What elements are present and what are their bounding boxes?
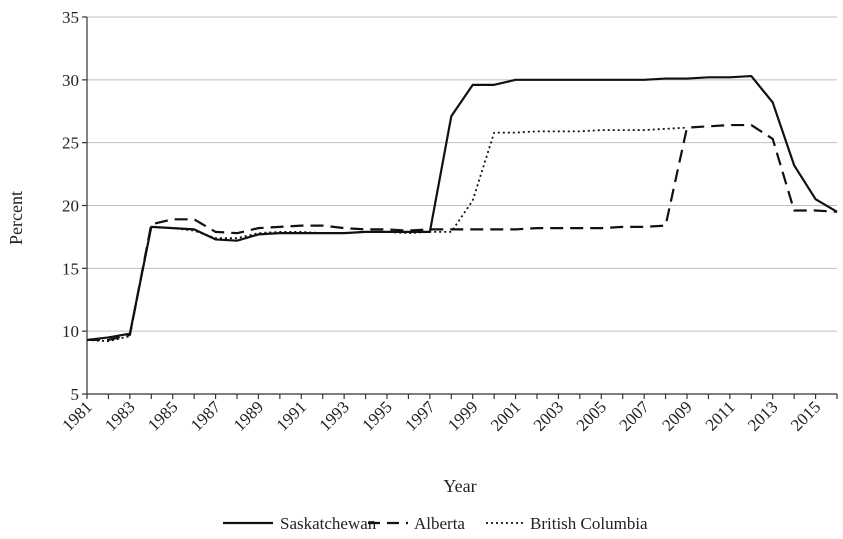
y-tick-label-10: 10 (62, 322, 79, 341)
x-tick-label-2001: 2001 (487, 397, 524, 434)
series-lines (86, 74, 838, 343)
x-tick-label-2011: 2011 (702, 397, 739, 434)
series-line-british-columbia (86, 126, 688, 343)
series-line-saskatchewan (86, 74, 838, 342)
y-tick-label-25: 25 (62, 134, 79, 153)
legend: Saskatchewan Alberta British Columbia (223, 514, 648, 533)
x-tick-label-1989: 1989 (230, 397, 267, 434)
series-line-alberta (87, 123, 838, 342)
x-tick-label-2005: 2005 (573, 397, 610, 434)
y-tick-label-5: 5 (71, 385, 80, 404)
y-axis-label: Percent (6, 191, 26, 245)
x-tick-label-1993: 1993 (315, 397, 352, 434)
x-tick-label-2003: 2003 (530, 397, 567, 434)
legend-label-saskatchewan: Saskatchewan (280, 514, 377, 533)
x-tick-label-2007: 2007 (615, 397, 653, 435)
y-tick-label-15: 15 (62, 259, 79, 278)
y-tick-label-20: 20 (62, 197, 79, 216)
y-tick-label-35: 35 (62, 8, 79, 27)
y-tick-labels: 5 10 15 20 25 30 35 (62, 8, 79, 404)
x-tick-label-1999: 1999 (444, 397, 481, 434)
x-tick-label-2009: 2009 (658, 397, 695, 434)
x-tick-label-2013: 2013 (744, 397, 781, 434)
y-tick-label-30: 30 (62, 71, 79, 90)
x-tick-label-1981: 1981 (58, 397, 95, 434)
x-tick-label-1995: 1995 (358, 397, 395, 434)
axes (82, 16, 838, 399)
x-tick-label-1987: 1987 (187, 397, 225, 435)
legend-label-british-columbia: British Columbia (530, 514, 648, 533)
x-tick-label-1991: 1991 (273, 397, 310, 434)
legend-label-alberta: Alberta (414, 514, 465, 533)
x-tick-label-2015: 2015 (787, 397, 824, 434)
x-tick-labels: 1981 1983 1985 1987 1989 1991 1993 1995 1997 1999… (58, 397, 824, 435)
x-tick-label-1985: 1985 (144, 397, 181, 434)
gridlines (87, 16, 837, 332)
x-tick-label-1997: 1997 (401, 397, 439, 435)
x-axis-label: Year (443, 476, 476, 496)
x-tick-label-1983: 1983 (101, 397, 138, 434)
